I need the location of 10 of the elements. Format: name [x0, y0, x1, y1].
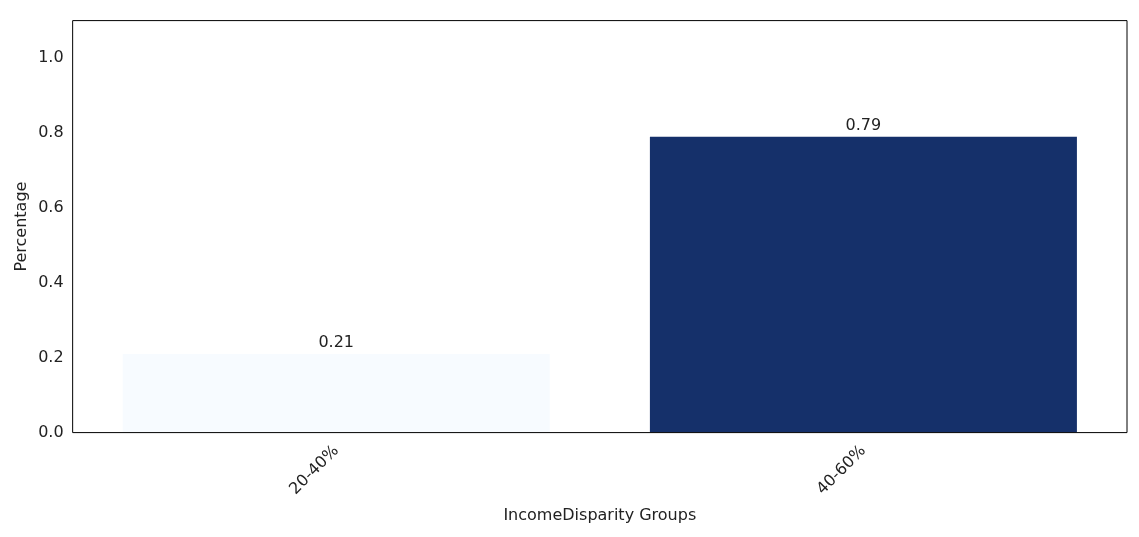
y-tick-label: 0.0: [38, 421, 64, 441]
y-tick-label: 0.6: [38, 197, 64, 217]
y-axis-title: Percentage: [10, 181, 30, 272]
data-label: 0.79: [845, 114, 882, 134]
data-label: 0.21: [318, 332, 355, 352]
y-tick-label: 1.0: [38, 47, 64, 67]
y-tick-label: 0.8: [38, 122, 64, 142]
y-tick-label: 0.4: [38, 271, 64, 291]
y-tick-label: 0.2: [38, 346, 64, 366]
x-axis-title: IncomeDisparity Groups: [503, 504, 697, 524]
